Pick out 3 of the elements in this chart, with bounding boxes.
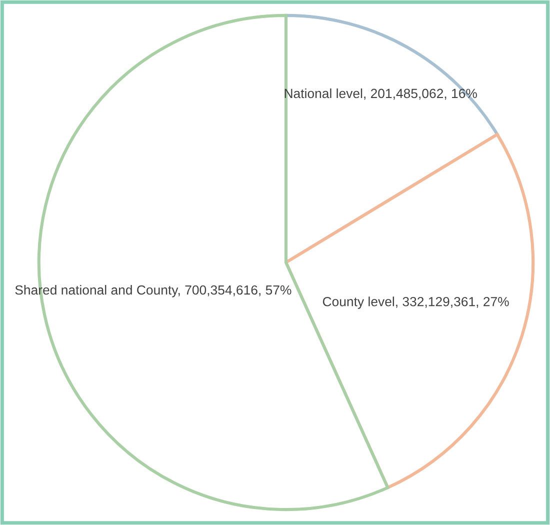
slice-label: National level, 201,485,062, 16% (284, 88, 477, 100)
slice-label: Shared national and County, 700,354,616, 57% (15, 284, 292, 298)
slice-label: County level, 332,129,361, 27% (322, 296, 509, 309)
